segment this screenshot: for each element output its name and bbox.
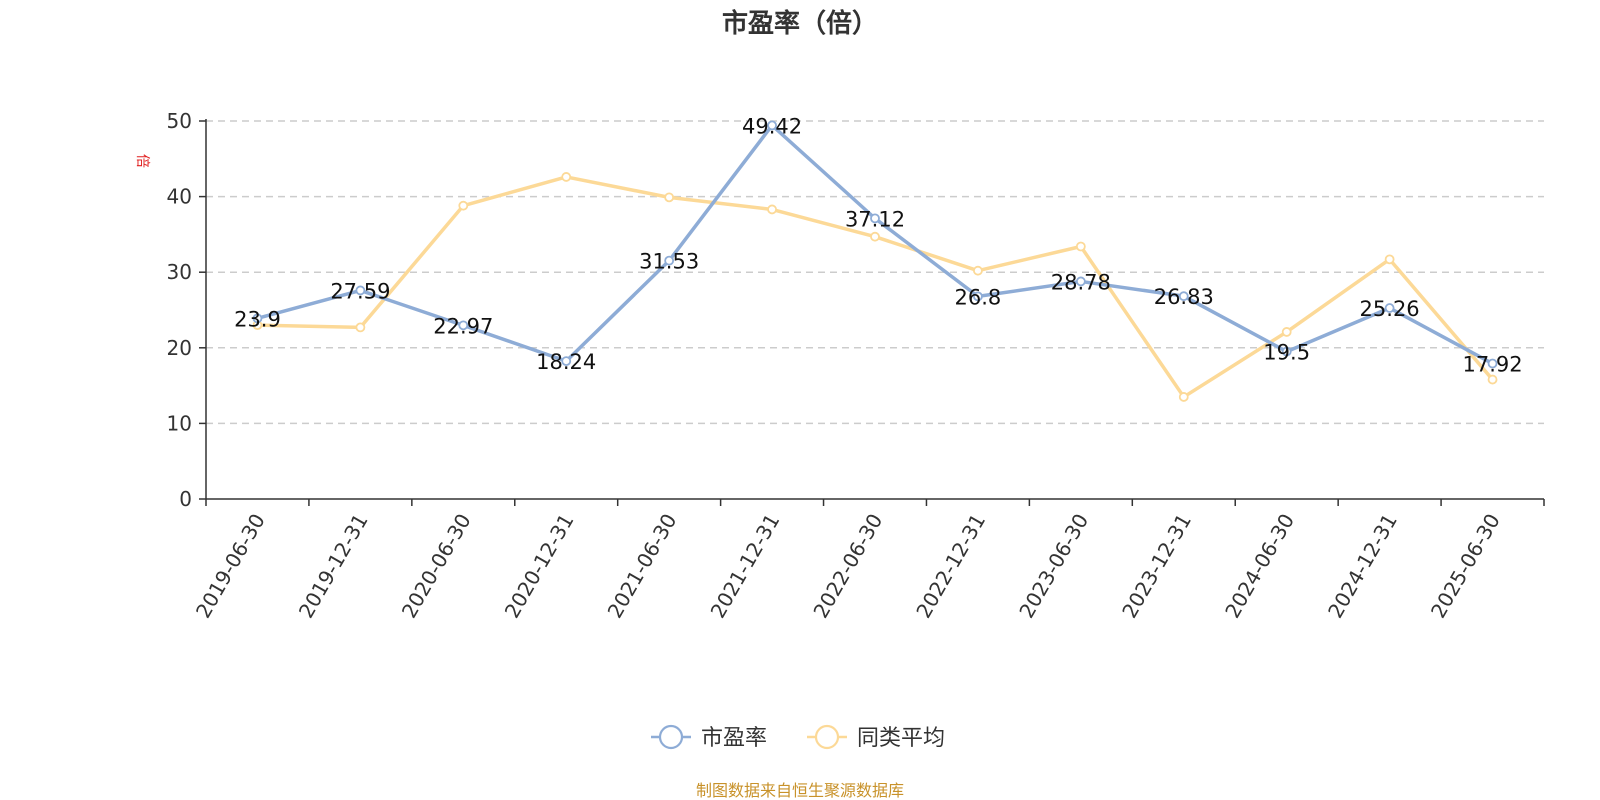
data-point xyxy=(664,192,675,203)
y-tick-label: 20 xyxy=(167,336,192,360)
data-label: 28.78 xyxy=(1051,270,1111,294)
data-point xyxy=(355,322,366,333)
data-point xyxy=(252,313,263,324)
y-tick-label: 30 xyxy=(167,260,192,284)
data-label: 49.42 xyxy=(742,114,802,138)
data-point xyxy=(458,200,469,211)
data-point xyxy=(1487,374,1498,385)
data-point xyxy=(561,356,572,367)
x-tick-label: 2020-06-30 xyxy=(397,510,476,623)
data-label: 19.5 xyxy=(1263,341,1310,365)
axes: 0 10 20 30 40 50 2019-06-30 2019-12-31 2020-06-3… xyxy=(167,109,1545,623)
data-label: 26.8 xyxy=(955,285,1002,309)
data-label: 37.12 xyxy=(845,207,905,231)
data-label: 22.97 xyxy=(433,314,493,338)
data-point xyxy=(1281,327,1292,337)
x-tick-label: 2022-06-30 xyxy=(808,510,887,623)
y-tick-label: 50 xyxy=(167,109,192,133)
y-tick-label: 40 xyxy=(167,185,192,209)
data-label: 23.9 xyxy=(234,307,281,331)
data-point xyxy=(664,255,675,266)
data-label: 25.26 xyxy=(1360,297,1420,321)
legend-marker xyxy=(658,724,684,750)
data-point xyxy=(561,172,572,182)
data-point xyxy=(1178,392,1189,402)
data-point xyxy=(355,285,366,296)
y-tick-label: 10 xyxy=(167,411,192,435)
x-tick-label: 2024-06-30 xyxy=(1220,510,1299,623)
data-point xyxy=(1487,358,1498,369)
data-label: 18.24 xyxy=(536,350,596,374)
data-point xyxy=(1178,291,1189,302)
data-source-note: 制图数据来自恒生聚源数据库 xyxy=(696,781,904,800)
x-tick-label: 2022-12-31 xyxy=(911,510,990,623)
data-point xyxy=(1075,276,1086,287)
data-point xyxy=(458,320,469,331)
data-point xyxy=(870,213,880,224)
x-tick-label: 2025-06-30 xyxy=(1426,510,1505,623)
x-tick-label: 2023-12-31 xyxy=(1117,510,1196,623)
x-tick-label: 2023-06-30 xyxy=(1014,510,1093,623)
x-tick-label: 2021-12-31 xyxy=(706,510,785,623)
data-label: 17.92 xyxy=(1462,353,1522,377)
grid-lines xyxy=(206,120,1544,425)
legend[interactable]: 市盈率 同类平均 xyxy=(651,724,945,751)
data-point xyxy=(1281,346,1292,357)
y-axis-unit: 倍 xyxy=(134,154,150,168)
legend-item-1[interactable]: 同类平均 xyxy=(807,724,945,751)
data-point xyxy=(870,231,880,242)
series-lines xyxy=(252,120,1498,402)
x-tick-label: 2020-12-31 xyxy=(500,510,579,623)
data-labels: 23.9 27.59 22.97 18.24 31.53 49.42 37.12 26.8 28… xyxy=(234,114,1523,376)
x-tick-label: 2019-12-31 xyxy=(294,510,373,623)
data-label: 26.83 xyxy=(1154,285,1214,309)
data-point xyxy=(767,120,777,131)
x-tick-label: 2019-06-30 xyxy=(191,510,270,623)
y-tick-label: 0 xyxy=(179,487,192,511)
data-point xyxy=(767,204,777,215)
data-point xyxy=(973,265,983,276)
data-label: 31.53 xyxy=(639,250,699,274)
data-label: 27.59 xyxy=(330,279,390,303)
legend-label: 同类平均 xyxy=(857,726,945,751)
chart-title: 市盈率（倍） xyxy=(722,8,878,39)
data-point xyxy=(973,291,983,302)
x-tick-label: 2021-06-30 xyxy=(603,510,682,623)
legend-item-0[interactable]: 市盈率 xyxy=(651,724,767,751)
data-point xyxy=(1384,254,1395,265)
legend-marker xyxy=(814,724,840,750)
data-point xyxy=(1075,241,1086,252)
x-tick-label: 2024-12-31 xyxy=(1323,510,1402,623)
legend-label: 市盈率 xyxy=(701,726,767,751)
data-point xyxy=(1384,303,1395,313)
